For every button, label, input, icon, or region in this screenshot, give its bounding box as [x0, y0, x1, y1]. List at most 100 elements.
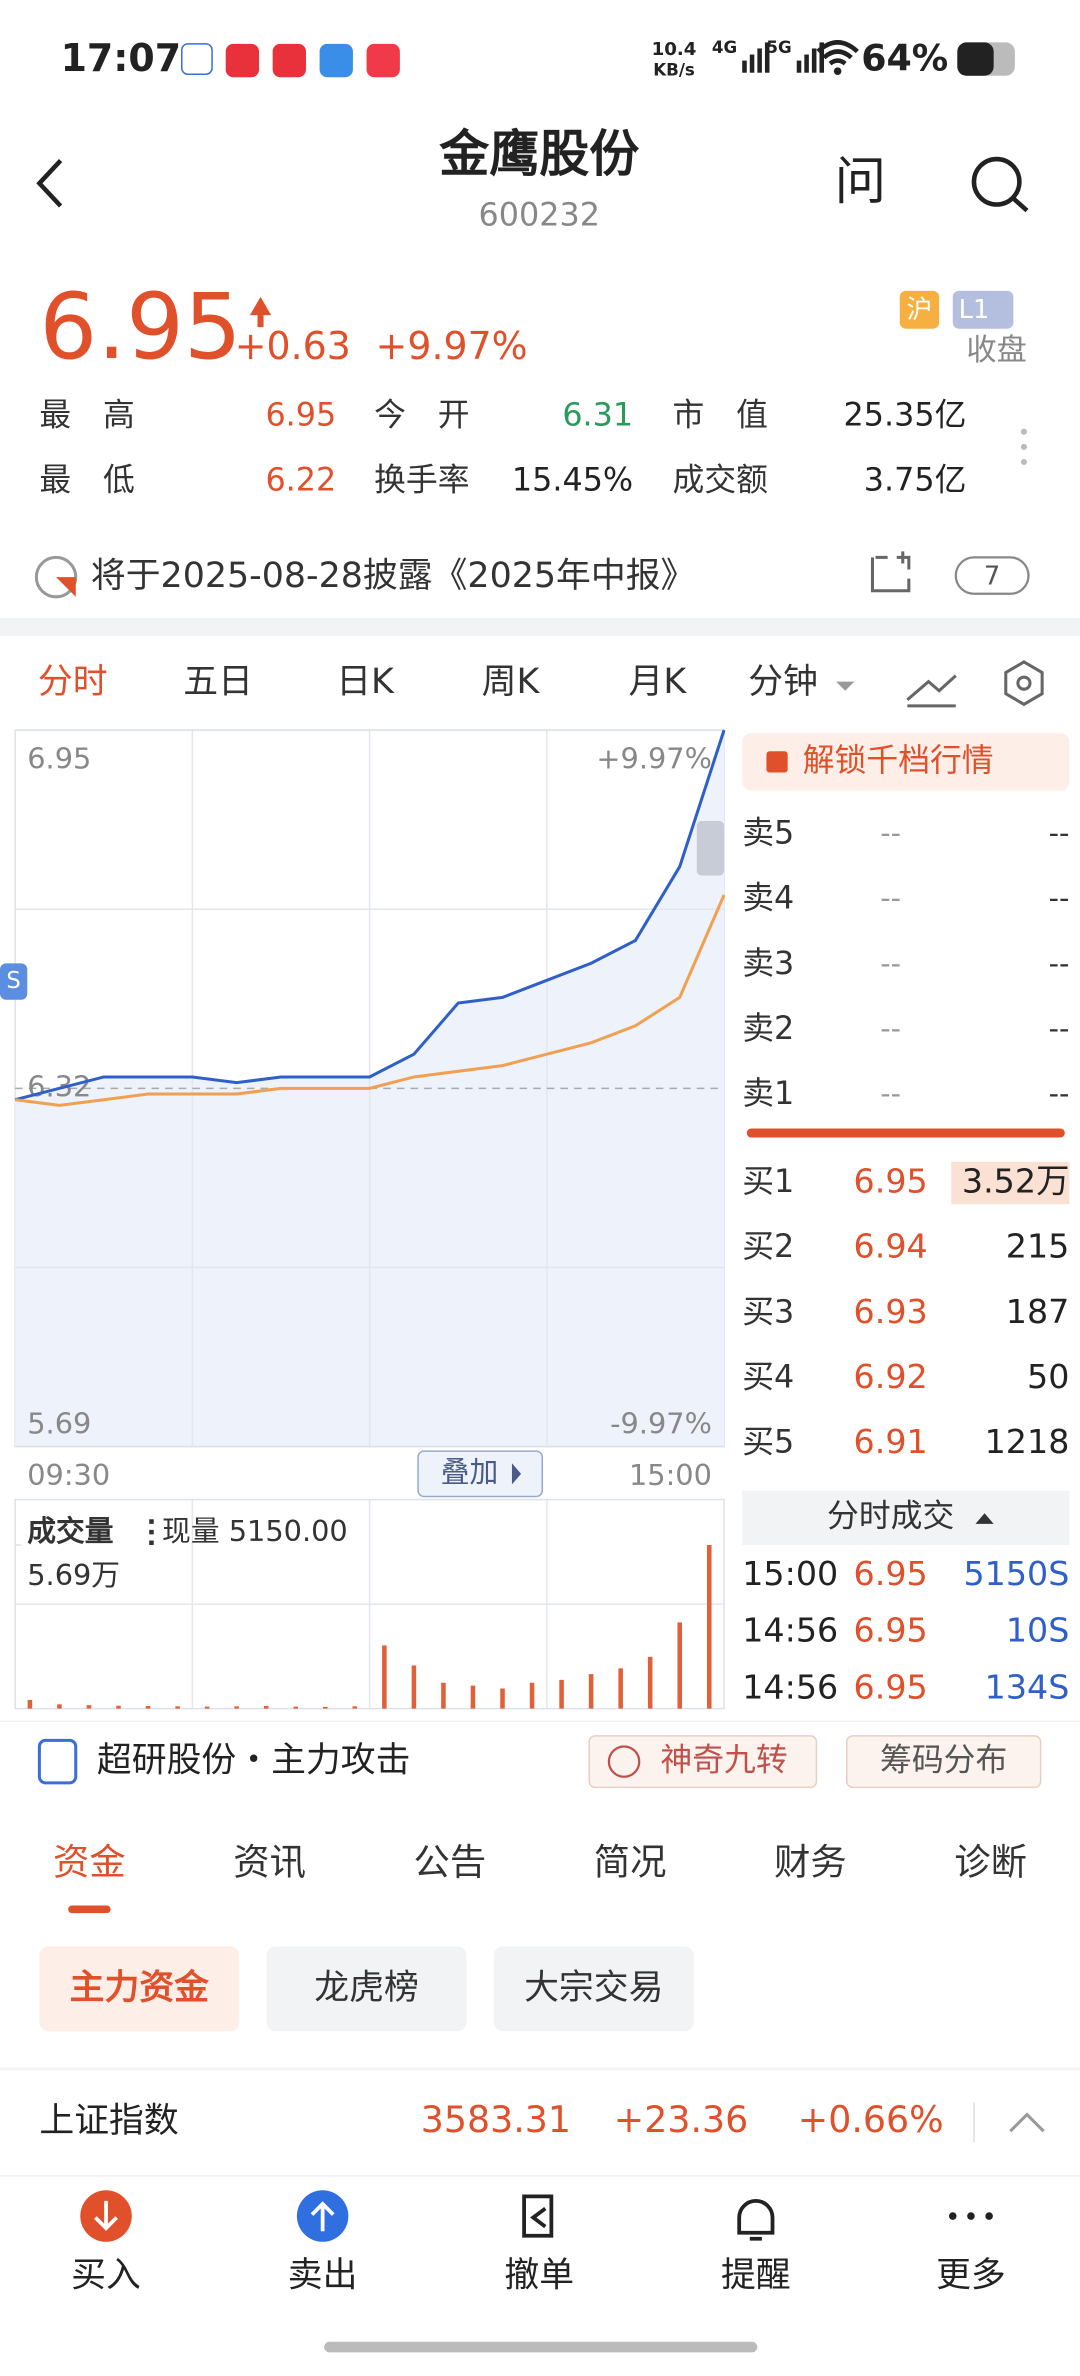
trades-title[interactable]: 分时成交: [827, 1498, 954, 1535]
section-tab[interactable]: 资金: [53, 1841, 126, 1884]
up-arrow: [249, 296, 272, 328]
volume-bar: [204, 1706, 210, 1709]
chart-tab[interactable]: 分时: [38, 662, 108, 702]
sub-tab-label[interactable]: 大宗交易: [524, 1968, 663, 2008]
ask-label: 卖4: [742, 880, 794, 917]
index-value: 3583.31: [421, 2098, 571, 2141]
level-badge-text: L1: [959, 295, 990, 325]
chart-tab[interactable]: 周K: [482, 662, 541, 702]
volume-bar: [234, 1706, 239, 1709]
stat-label: 换手率: [374, 462, 469, 499]
section-tab[interactable]: 资讯: [233, 1841, 306, 1884]
ask-volume: --: [1049, 881, 1070, 915]
divider: [0, 2175, 1080, 2177]
trades-caret: [975, 1513, 994, 1524]
section-tab[interactable]: 财务: [774, 1841, 847, 1884]
nav-label[interactable]: 买入: [71, 2256, 141, 2296]
volume-bar: [588, 1674, 594, 1709]
home-indicator: [324, 2341, 758, 2353]
strategy-icon: [37, 1738, 78, 1785]
ask-volume: --: [1049, 1076, 1070, 1110]
dropdown-caret[interactable]: [836, 681, 855, 691]
ask-price: --: [880, 946, 901, 980]
stat-label: 成交额: [673, 462, 768, 499]
more-dots[interactable]: [1020, 428, 1027, 466]
volume-bar: [323, 1706, 328, 1709]
unlock-banner[interactable]: [742, 733, 1070, 791]
strategy-text[interactable]: 超研股份・主力攻击: [97, 1741, 410, 1781]
calendar-icon[interactable]: [870, 551, 911, 593]
index-name[interactable]: 上证指数: [39, 2101, 178, 2141]
strategy-button[interactable]: [845, 1735, 1042, 1789]
ask-label: 卖5: [742, 815, 794, 852]
price-line: [14, 729, 726, 1102]
signal-label: 5G: [766, 38, 791, 57]
volume-bar: [116, 1705, 121, 1709]
ask-label: 卖1: [742, 1075, 794, 1112]
bid-price: 6.94: [854, 1227, 928, 1266]
volume-bar: [175, 1706, 180, 1709]
sub-tab[interactable]: [266, 1946, 467, 2032]
back-icon[interactable]: [36, 159, 63, 208]
strategy-button[interactable]: [588, 1735, 818, 1789]
sub-tab-label[interactable]: 主力资金: [70, 1967, 209, 2008]
buy-arrow: [94, 2200, 118, 2231]
trade-volume: 134S: [985, 1667, 1070, 1706]
bid-label: 买5: [742, 1424, 794, 1461]
chart-tab[interactable]: 分钟: [748, 662, 818, 702]
trade-volume: 10S: [1006, 1611, 1070, 1650]
index-change-pct: +0.66%: [798, 2098, 944, 2141]
indicator-icon[interactable]: [906, 674, 957, 708]
net-unit: KB/s: [653, 61, 695, 80]
y-tick-label: 5.69: [27, 1406, 91, 1440]
collapse-icon[interactable]: [1009, 2112, 1045, 2133]
ask-label: 卖3: [742, 945, 794, 982]
notice-count[interactable]: 7: [984, 562, 1000, 592]
trade-price: 6.95: [854, 1611, 928, 1650]
ask-volume: --: [1049, 816, 1070, 850]
unlock-label[interactable]: 解锁千档行情: [803, 742, 994, 779]
marker-label: S: [6, 968, 20, 994]
ask-button[interactable]: 问: [835, 152, 887, 212]
chart-tab[interactable]: 月K: [629, 662, 688, 702]
strategy-button-label[interactable]: 神奇九转: [660, 1742, 787, 1779]
stat-label: 今 开: [374, 397, 469, 434]
trade-volume: 5150S: [963, 1554, 1069, 1593]
exchange-badge: [899, 290, 940, 329]
overlay-button[interactable]: [417, 1450, 544, 1498]
sub-tab-label[interactable]: 龙虎榜: [314, 1968, 419, 2008]
stat-label: 最 低: [39, 462, 134, 499]
volume-annotation: 现量 5150.00: [162, 1514, 348, 1548]
nav-label[interactable]: 撤单: [504, 2256, 574, 2296]
volume-bar: [677, 1622, 683, 1709]
trade-price: 6.95: [854, 1667, 928, 1706]
volume-bar: [352, 1706, 358, 1709]
strategy-button-label[interactable]: 筹码分布: [880, 1742, 1007, 1779]
notice-badge[interactable]: [954, 556, 1030, 595]
section-tab[interactable]: 简况: [594, 1841, 667, 1884]
nav-label[interactable]: 提醒: [721, 2256, 791, 2296]
volume-bar: [470, 1685, 476, 1709]
search-icon[interactable]: [971, 156, 1029, 213]
trade-time: 15:00: [742, 1554, 838, 1593]
notice-icon: [34, 555, 78, 599]
nav-label[interactable]: 卖出: [288, 2256, 358, 2296]
sub-tab[interactable]: [39, 1946, 240, 2032]
overlay-button-label[interactable]: 叠加: [441, 1455, 499, 1489]
sub-tab[interactable]: [493, 1946, 694, 2032]
overlay-caret: [511, 1463, 522, 1485]
bid-label: 买3: [742, 1293, 794, 1330]
more-icon: [985, 2212, 993, 2220]
section-tab[interactable]: 诊断: [954, 1841, 1027, 1884]
chart-tab[interactable]: 日K: [336, 662, 395, 702]
settings-icon[interactable]: [1004, 660, 1044, 707]
section-tab[interactable]: 公告: [414, 1841, 487, 1884]
chart-tab[interactable]: 五日: [183, 662, 253, 702]
nav-label[interactable]: 更多: [936, 2256, 1006, 2296]
volume-bar: [382, 1645, 387, 1709]
bid1-highlight: [951, 1161, 1070, 1205]
stat-value: 6.31: [562, 397, 633, 434]
tab-underline: [68, 1905, 111, 1914]
notice-text[interactable]: 将于2025-08-28披露《2025年中报》: [91, 556, 696, 596]
